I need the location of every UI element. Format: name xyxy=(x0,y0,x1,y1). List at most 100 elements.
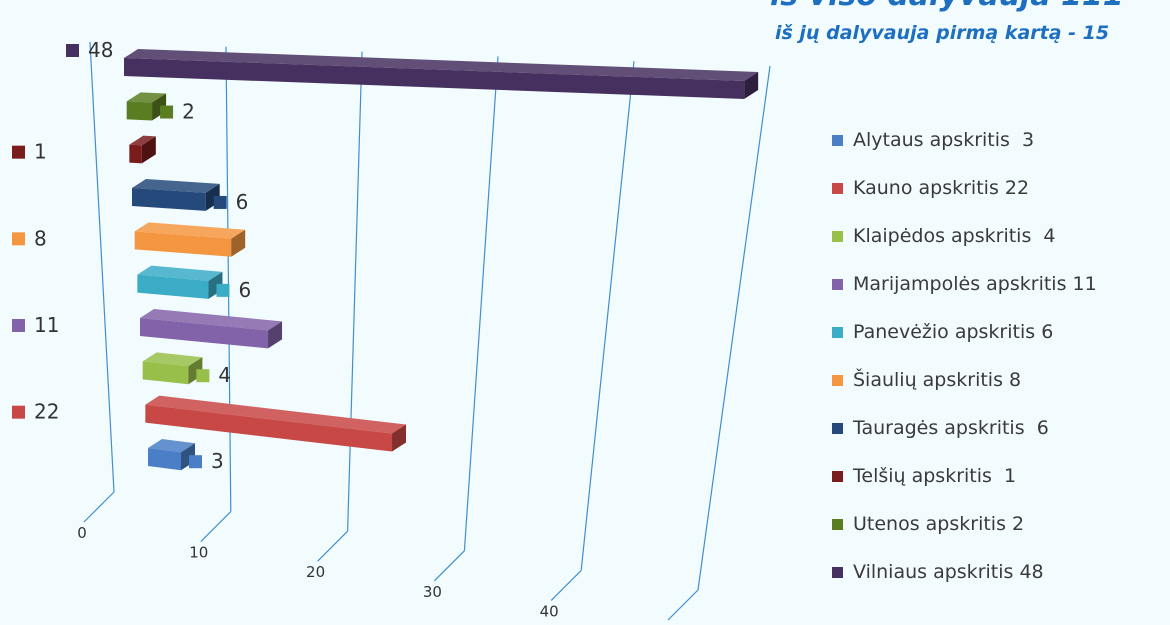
gridline-floor xyxy=(83,491,115,523)
data-label-text: 3 xyxy=(211,449,224,473)
bar-side-face xyxy=(744,71,759,99)
gridline-floor xyxy=(200,511,232,543)
legend-label: Telšių apskritis 1 xyxy=(853,465,1017,487)
data-label-1: 22 xyxy=(12,400,59,424)
bar-1 xyxy=(145,395,407,452)
bar-2 xyxy=(142,352,203,385)
bar-top-face xyxy=(142,352,203,367)
chart-title: iš viso dalyvauja 111 xyxy=(770,0,1170,13)
data-label-swatch xyxy=(189,455,202,469)
data-label-text: 22 xyxy=(34,400,59,424)
legend-swatch xyxy=(832,278,843,290)
bar-top-face xyxy=(134,222,246,239)
legend-label: Vilniaus apskritis 48 xyxy=(853,561,1044,583)
legend: Alytaus apskritis 3 Kauno apskritis 22 Kla… xyxy=(832,116,1162,596)
gridline xyxy=(580,61,635,571)
data-label-swatch xyxy=(12,405,25,419)
data-label-text: 1 xyxy=(34,140,47,164)
gridline-floor xyxy=(317,530,349,562)
legend-label: Panevėžio apskritis 6 xyxy=(853,321,1054,343)
bar-4 xyxy=(137,265,223,299)
bar-top-face xyxy=(140,309,283,331)
bar-front-face xyxy=(142,361,189,385)
bar-top-face xyxy=(148,439,195,453)
bar-front-face xyxy=(124,58,745,99)
data-label-3: 11 xyxy=(12,313,59,337)
x-tick-label: 50 xyxy=(656,622,675,625)
legend-item: Telšių apskritis 1 xyxy=(832,452,1162,500)
data-label-swatch xyxy=(160,105,174,119)
legend-swatch xyxy=(832,566,843,578)
legend-label: Kauno apskritis 22 xyxy=(853,177,1030,199)
bar-7 xyxy=(129,135,156,164)
data-label-7: 1 xyxy=(12,140,47,164)
data-label-text: 11 xyxy=(34,313,59,337)
bars xyxy=(124,49,759,471)
legend-swatch xyxy=(832,374,843,386)
bar-6 xyxy=(132,179,220,211)
bar-side-face xyxy=(392,424,407,452)
data-label-text: 8 xyxy=(34,226,47,250)
x-tick-label: 10 xyxy=(189,544,208,562)
x-tick-label: 20 xyxy=(306,563,325,581)
bar-front-face xyxy=(129,144,142,164)
data-label-text: 2 xyxy=(182,100,195,124)
gridline-floor xyxy=(433,550,465,582)
legend-label: Šiaulių apskritis 8 xyxy=(853,369,1022,391)
data-label-swatch xyxy=(196,369,210,383)
x-tick-label: 40 xyxy=(540,602,559,620)
data-label-swatch xyxy=(12,232,25,246)
data-label-6: 6 xyxy=(213,190,249,214)
data-label-8: 2 xyxy=(160,100,195,124)
data-label-swatch xyxy=(213,195,227,209)
data-label-4: 6 xyxy=(216,278,251,302)
bar-front-face xyxy=(134,231,232,257)
data-label-text: 4 xyxy=(218,363,231,387)
gridline xyxy=(463,56,499,551)
legend-swatch xyxy=(832,326,843,338)
bar-side-face xyxy=(231,229,246,257)
gridline xyxy=(89,41,115,493)
bar-9 xyxy=(124,49,759,99)
x-tick-label: 30 xyxy=(423,583,442,601)
data-label-text: 48 xyxy=(88,38,113,62)
legend-item: Utenos apskritis 2 xyxy=(832,500,1162,548)
x-tick-label: 0 xyxy=(77,524,87,542)
legend-label: Alytaus apskritis 3 xyxy=(853,129,1035,151)
data-label-2: 4 xyxy=(196,363,231,387)
bar-front-face xyxy=(126,101,153,121)
chart-subtitle: iš jų dalyvauja pirmą kartą - 15 xyxy=(775,22,1110,44)
legend-item: Alytaus apskritis 3 xyxy=(832,116,1162,164)
data-label-9: 48 xyxy=(66,38,113,62)
data-label-text: 6 xyxy=(236,190,249,214)
gridline-floor xyxy=(550,569,582,601)
gridline xyxy=(225,46,232,512)
legend-swatch xyxy=(832,470,843,482)
gridline xyxy=(347,51,363,532)
legend-item: Panevėžio apskritis 6 xyxy=(832,308,1162,356)
data-label-text: 6 xyxy=(238,278,251,302)
bar-top-face xyxy=(137,265,223,281)
bar-3 xyxy=(140,309,283,349)
legend-item: Vilniaus apskritis 48 xyxy=(832,548,1162,596)
legend-label: Klaipėdos apskritis 4 xyxy=(853,225,1056,247)
bar-side-face xyxy=(141,136,156,164)
bar-0 xyxy=(148,439,195,471)
x-axis-ticks: 0 10 20 30 40 50 xyxy=(77,524,675,625)
data-label-0: 3 xyxy=(189,449,224,473)
bar-front-face xyxy=(137,274,209,299)
data-label-swatch xyxy=(12,145,25,159)
legend-item: Šiaulių apskritis 8 xyxy=(832,356,1162,404)
bar-front-face xyxy=(145,404,393,452)
legend-item: Klaipėdos apskritis 4 xyxy=(832,212,1162,260)
legend-label: Marijampolės apskritis 11 xyxy=(853,273,1097,295)
gridline-floor xyxy=(667,589,699,621)
bar-top-face xyxy=(132,179,220,193)
bar-side-face xyxy=(268,321,283,349)
legend-label: Utenos apskritis 2 xyxy=(853,513,1025,535)
legend-swatch xyxy=(832,518,843,530)
bar-8 xyxy=(126,92,167,121)
data-label-swatch xyxy=(12,319,25,332)
legend-item: Marijampolės apskritis 11 xyxy=(832,260,1162,308)
